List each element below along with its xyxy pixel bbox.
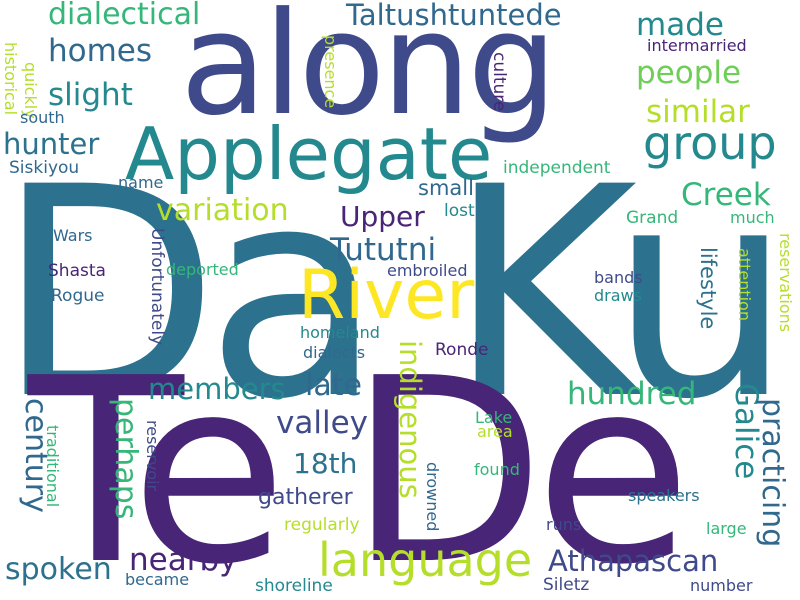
word-name: name — [118, 173, 164, 192]
word-dialects: dialects — [303, 343, 366, 362]
word-tututni: Tututni — [330, 232, 437, 268]
word-galice: Galice — [728, 383, 764, 480]
word-athapascan: Athapascan — [548, 544, 719, 578]
word-homeland: homeland — [300, 323, 380, 342]
word-nearby: nearby — [129, 542, 238, 578]
word-upper: Upper — [340, 200, 425, 233]
word-lake: Lake — [475, 408, 513, 427]
word-presence: presence — [321, 35, 340, 109]
word-draws: draws — [594, 286, 642, 305]
word-siletz: Siletz — [543, 575, 590, 595]
word-taltushtuntede: Taltushtuntede — [346, 0, 562, 32]
word-siskiyou: Siskiyou — [9, 158, 80, 178]
word-creek: Creek — [681, 177, 771, 213]
word-traditional: traditional — [43, 425, 62, 508]
word-dialectical: dialectical — [48, 0, 201, 32]
word-wars: Wars — [53, 226, 93, 245]
word-homes: homes — [48, 33, 153, 69]
word-number: number — [690, 576, 753, 595]
word-shoreline: shoreline — [255, 576, 333, 596]
word-culture: culture — [489, 52, 509, 112]
word-reservoir: reservoir — [143, 420, 162, 492]
word-indigenous: indigenous — [393, 340, 427, 499]
word-along: along — [180, 0, 557, 147]
word-river: River — [298, 256, 475, 335]
word-lost: lost — [444, 201, 475, 221]
word-century: century — [18, 398, 53, 513]
word-historical: historical — [1, 42, 20, 116]
word-practicing: practicing — [755, 398, 790, 548]
word-dku: Da Ku — [0, 126, 793, 463]
word-lifestyle: lifestyle — [696, 247, 720, 330]
word-hunter: hunter — [3, 127, 100, 161]
word-ronde: Ronde — [435, 340, 489, 360]
word-group: group — [643, 116, 777, 170]
word-small: small — [418, 176, 474, 200]
word-south: south — [20, 108, 65, 127]
word-valley: valley — [276, 405, 368, 441]
word-much: much — [730, 208, 775, 227]
word-bands: bands — [594, 268, 643, 287]
word-reservations: reservations — [776, 233, 795, 333]
word-regularly: regularly — [284, 515, 360, 535]
word-quickly: quickly — [21, 62, 40, 119]
word-gatherer: gatherer — [258, 485, 353, 510]
word-intermarried: intermarried — [647, 36, 747, 55]
word-grand: Grand — [626, 208, 679, 228]
word-members: members — [148, 372, 286, 406]
word-similar: similar — [646, 94, 750, 130]
word-unfortunately: Unfortunately — [147, 228, 167, 346]
word-applegate: Applegate — [125, 112, 493, 196]
word-late: late — [305, 368, 362, 403]
word-hundred: hundred — [567, 376, 697, 412]
word-spoken: spoken — [5, 552, 112, 587]
word-runs: runs — [546, 515, 582, 534]
word-rogue: Rogue — [51, 286, 105, 306]
word-area: area — [477, 422, 513, 441]
word-large: large — [706, 519, 747, 538]
word-slight: slight — [48, 77, 133, 113]
word-speakers: speakers — [628, 486, 700, 505]
word-became: became — [125, 570, 190, 589]
word-eighteenth: 18th — [293, 447, 358, 480]
word-perhaps: perhaps — [108, 398, 143, 520]
word-tede: Te De — [28, 324, 692, 600]
word-drowned: drowned — [423, 462, 442, 532]
word-independent: independent — [503, 158, 611, 178]
word-made: made — [636, 7, 724, 43]
word-attention: attention — [735, 248, 754, 321]
word-variation: variation — [156, 193, 289, 228]
word-language: language — [318, 533, 533, 587]
word-shasta: Shasta — [48, 261, 106, 281]
word-deported: deported — [166, 260, 239, 279]
word-people: people — [636, 55, 742, 91]
word-found: found — [474, 460, 520, 479]
word-embroiled: embroiled — [387, 261, 468, 280]
